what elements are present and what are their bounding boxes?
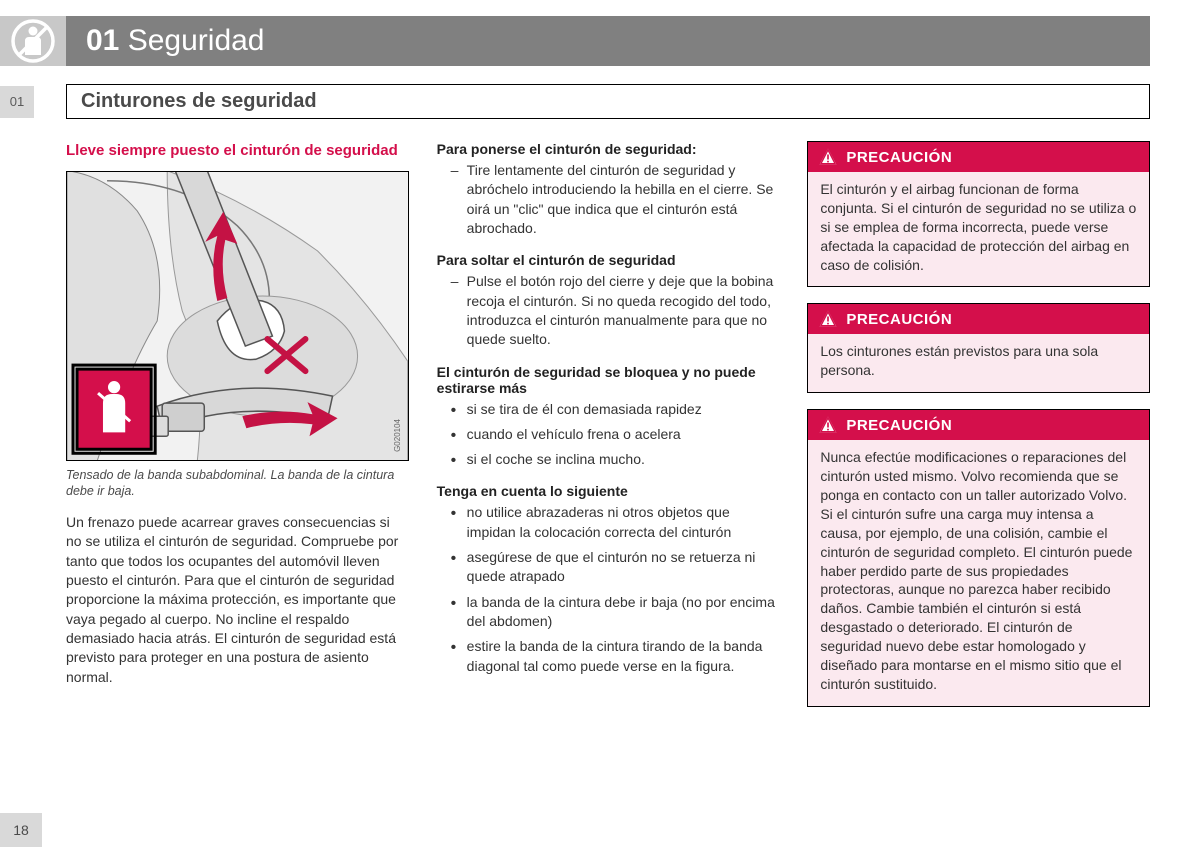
figure-code: G020104 (393, 419, 402, 452)
chapter-header: 01 Seguridad (0, 16, 1150, 66)
warning-label: PRECAUCIÓN (846, 311, 952, 328)
column-1: Lleve siempre puesto el cinturón de segu… (66, 141, 409, 723)
warning-triangle-icon (818, 147, 838, 167)
content-columns: Lleve siempre puesto el cinturón de segu… (0, 141, 1150, 723)
list-item: cuando el vehículo frena o acelera (437, 425, 780, 444)
list-item: Tire lentamente del cinturón de segurida… (437, 161, 780, 238)
figure-caption: Tensado de la banda subabdominal. La ban… (66, 467, 409, 500)
warning-header: PRECAUCIÓN (808, 142, 1149, 172)
warning-label: PRECAUCIÓN (846, 149, 952, 166)
dash-list-2: Pulse el botón rojo del cierre y deje qu… (437, 272, 780, 349)
page: 01 Seguridad 01 Cinturones de seguridad … (0, 0, 1200, 723)
dash-list-1: Tire lentamente del cinturón de segurida… (437, 161, 780, 238)
warning-triangle-icon (818, 415, 838, 435)
warning-header: PRECAUCIÓN (808, 304, 1149, 334)
list-item: Pulse el botón rojo del cierre y deje qu… (437, 272, 780, 349)
warning-body: Nunca efectúe modificaciones o reparacio… (808, 440, 1149, 706)
warning-box-1: PRECAUCIÓN El cinturón y el airbag funci… (807, 141, 1150, 287)
chapter-name: Seguridad (128, 24, 265, 57)
section-heading: Lleve siempre puesto el cinturón de segu… (66, 141, 409, 161)
chapter-title: 01 Seguridad (66, 16, 1150, 66)
warning-box-2: PRECAUCIÓN Los cinturones están previsto… (807, 303, 1150, 393)
section-title: Cinturones de seguridad (66, 84, 1150, 119)
page-number: 18 (0, 813, 42, 847)
figure-seatbelt-illustration: G020104 (66, 171, 409, 461)
side-tab: 01 (0, 86, 34, 118)
bullet-list-2: no utilice abrazaderas ni otros objetos … (437, 503, 780, 676)
warning-label: PRECAUCIÓN (846, 417, 952, 434)
list-item: asegúrese de que el cinturón no se retue… (437, 548, 780, 587)
list-item: estire la banda de la cintura tirando de… (437, 637, 780, 676)
chapter-number: 01 (86, 24, 119, 57)
sub-heading: El cinturón de seguridad se bloquea y no… (437, 364, 780, 396)
bullet-list-1: si se tira de él con demasiada rapidez c… (437, 400, 780, 470)
column-2: Para ponerse el cinturón de seguridad: T… (437, 141, 780, 723)
sub-heading: Tenga en cuenta lo siguiente (437, 483, 780, 499)
list-item: no utilice abrazaderas ni otros objetos … (437, 503, 780, 542)
warning-body: El cinturón y el airbag funcionan de for… (808, 172, 1149, 286)
warning-triangle-icon (818, 309, 838, 329)
list-item: si se tira de él con demasiada rapidez (437, 400, 780, 419)
sub-heading: Para soltar el cinturón de seguridad (437, 252, 780, 268)
warning-header: PRECAUCIÓN (808, 410, 1149, 440)
warning-box-3: PRECAUCIÓN Nunca efectúe modificaciones … (807, 409, 1150, 707)
list-item: si el coche se inclina mucho. (437, 450, 780, 469)
warning-body: Los cinturones están previstos para una … (808, 334, 1149, 392)
sub-heading: Para ponerse el cinturón de seguridad: (437, 141, 780, 157)
section-header-row: 01 Cinturones de seguridad (0, 84, 1150, 119)
seatbelt-prohibit-icon (0, 16, 66, 66)
list-item: la banda de la cintura debe ir baja (no … (437, 593, 780, 632)
body-paragraph: Un frenazo puede acarrear graves consecu… (66, 513, 409, 687)
column-3: PRECAUCIÓN El cinturón y el airbag funci… (807, 141, 1150, 723)
